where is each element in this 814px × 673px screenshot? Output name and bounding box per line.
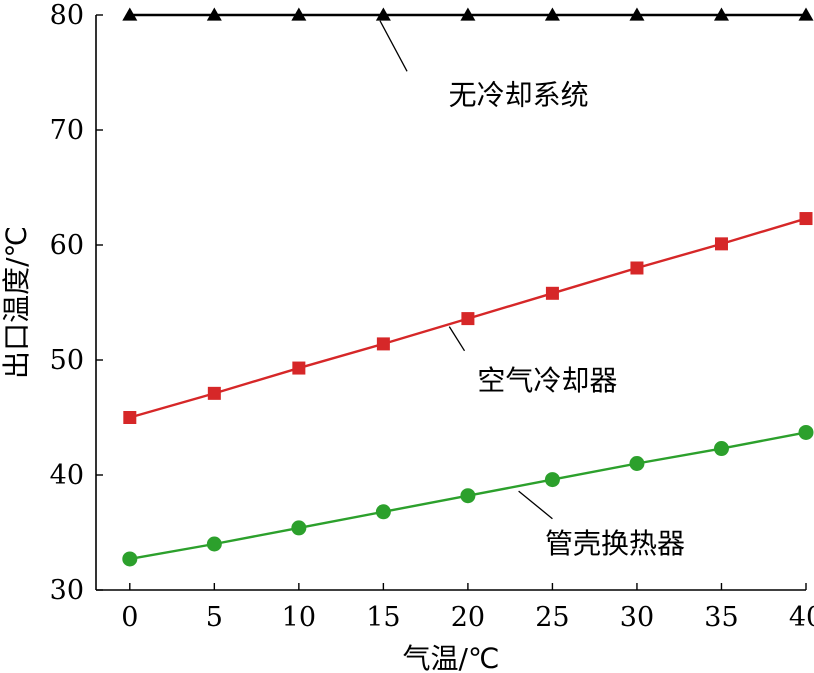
data-point-circle <box>206 536 222 552</box>
data-point-triangle <box>122 7 138 21</box>
data-point-square <box>714 237 728 251</box>
data-point-triangle <box>798 7 814 21</box>
x-tick-label: 0 <box>121 602 138 633</box>
data-point-square <box>630 261 644 275</box>
series-1 <box>122 7 814 21</box>
x-axis-title: 气温/℃ <box>403 642 500 673</box>
x-tick-label: 35 <box>704 602 738 633</box>
data-point-triangle <box>460 7 476 21</box>
y-tick-label: 30 <box>50 575 84 606</box>
data-point-circle <box>544 472 560 488</box>
series-leader-line <box>379 20 408 72</box>
y-tick-label: 50 <box>50 345 84 376</box>
series-label: 管壳换热器 <box>545 527 685 560</box>
series-3 <box>122 424 814 567</box>
data-point-square <box>292 361 306 375</box>
data-point-square <box>799 212 813 226</box>
y-axis-title: 出口温度/℃ <box>0 226 33 379</box>
x-tick-label: 10 <box>282 602 316 633</box>
data-point-triangle <box>206 7 222 21</box>
x-tick-label: 30 <box>620 602 654 633</box>
data-point-circle <box>798 424 814 440</box>
data-point-square <box>461 312 475 326</box>
x-tick-label: 20 <box>451 602 485 633</box>
data-point-triangle <box>375 7 391 21</box>
data-point-triangle <box>291 7 307 21</box>
x-tick-label: 15 <box>366 602 400 633</box>
data-point-circle <box>629 456 645 471</box>
y-tick-label: 70 <box>50 115 84 146</box>
data-point-square <box>376 337 390 351</box>
data-point-square <box>207 386 221 400</box>
data-point-triangle <box>629 7 645 21</box>
series-leader-line <box>518 490 553 520</box>
series-layer <box>122 7 814 567</box>
data-point-triangle <box>713 7 729 21</box>
data-point-circle <box>460 488 476 504</box>
data-point-triangle <box>544 7 560 21</box>
data-point-circle <box>375 504 391 520</box>
x-tick-label: 25 <box>535 602 569 633</box>
series-label: 无冷却系统 <box>449 79 589 112</box>
data-point-circle <box>291 520 307 536</box>
y-tick-label: 40 <box>50 460 84 491</box>
series-label: 空气冷却器 <box>477 364 617 397</box>
x-tick-label: 40 <box>789 602 814 633</box>
series-leader-line <box>448 326 466 352</box>
y-tick-label: 80 <box>50 0 84 31</box>
data-point-square <box>545 286 559 300</box>
data-point-circle <box>713 441 729 457</box>
data-point-square <box>123 411 137 424</box>
series-2 <box>123 212 813 424</box>
data-point-circle <box>122 551 138 567</box>
y-tick-label: 60 <box>50 230 84 261</box>
x-tick-label: 5 <box>206 602 223 633</box>
axes: 0 5 10 15 20 25 30 35 40 30 40 50 60 70 80 <box>50 0 814 633</box>
